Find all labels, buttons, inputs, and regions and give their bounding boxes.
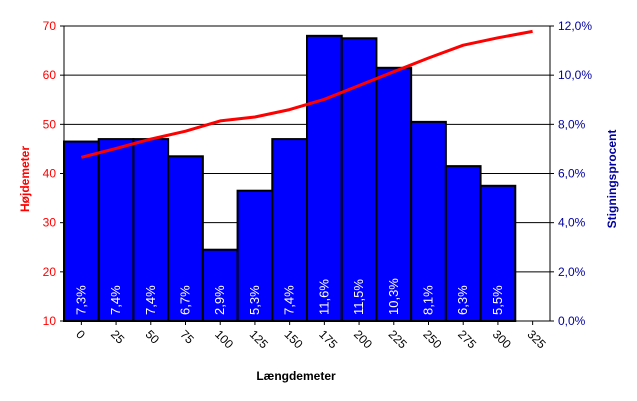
- y-tick-label-right: 2,0%: [558, 265, 586, 279]
- x-tick-label: 150: [282, 327, 306, 351]
- bar-data-label: 5,3%: [247, 285, 262, 315]
- x-tick-label: 125: [247, 327, 271, 351]
- y-tick-label-right: 6,0%: [558, 167, 586, 181]
- bar: [236, 189, 274, 322]
- bar: [201, 248, 239, 322]
- y-axis-title-right: Stigningsprocent: [605, 130, 619, 229]
- bar-data-label: 6,7%: [178, 285, 193, 315]
- y-tick-label-left: 40: [43, 167, 57, 181]
- x-tick-label: 275: [455, 327, 479, 351]
- bar: [410, 120, 447, 322]
- y-tick-label-left: 50: [43, 117, 57, 131]
- bar-data-label: 11,6%: [316, 279, 331, 315]
- y-tick-label-left: 30: [43, 216, 57, 230]
- line-series: [81, 29, 533, 159]
- bar-data-label: 7,3%: [73, 285, 88, 315]
- y-tick-label-left: 60: [43, 68, 57, 82]
- x-tick-label: 25: [108, 327, 128, 347]
- x-tick-label: 175: [316, 327, 340, 351]
- y-tick-label-right: 12,0%: [558, 19, 592, 33]
- x-tick-label: 75: [177, 327, 197, 347]
- y-tick-label-right: 10,0%: [558, 68, 592, 82]
- bar-data-label: 7,4%: [282, 285, 297, 315]
- bar: [479, 184, 517, 322]
- bar-data-label: 5,5%: [490, 285, 505, 315]
- x-tick-label: 200: [351, 327, 375, 351]
- bar-data-label: 8,1%: [421, 285, 436, 315]
- bar-data-label: 10,3%: [386, 278, 401, 315]
- x-tick-label: 325: [525, 327, 549, 351]
- x-tick-label: 300: [490, 327, 514, 351]
- y-tick-label-left: 10: [43, 314, 57, 328]
- bar-series: [63, 34, 517, 323]
- bar: [271, 138, 308, 322]
- y-tick-label-right: 0,0%: [558, 314, 586, 328]
- x-tick-label: 0: [73, 327, 88, 342]
- x-tick-label: 100: [212, 327, 236, 351]
- bar-data-label: 2,9%: [212, 285, 227, 315]
- bar: [306, 34, 343, 322]
- line-series-path: [81, 29, 533, 159]
- bar-data-labels: 7,3% 7,4% 7,4% 6,7% 2,9% 5,3% 7,4% 11,6% 11,5% 10…: [73, 278, 505, 315]
- y-tick-label-right: 4,0%: [558, 216, 586, 230]
- x-tick-label: 50: [143, 327, 163, 347]
- y-tick-label-left: 70: [43, 19, 57, 33]
- y-axis-title-left: Højdemeter: [18, 146, 32, 212]
- y-tick-label-left: 20: [43, 265, 57, 279]
- bar-data-label: 11,5%: [351, 279, 366, 315]
- y-tick-label-right: 8,0%: [558, 117, 586, 131]
- x-tick-label: 225: [386, 327, 410, 351]
- x-tick-label: 250: [420, 327, 444, 351]
- axes: [60, 25, 554, 325]
- bar-data-label: 6,3%: [455, 285, 470, 315]
- bar-data-label: 7,4%: [143, 285, 158, 315]
- x-axis-title: Længdemeter: [256, 369, 336, 383]
- bar-data-label: 7,4%: [108, 285, 123, 315]
